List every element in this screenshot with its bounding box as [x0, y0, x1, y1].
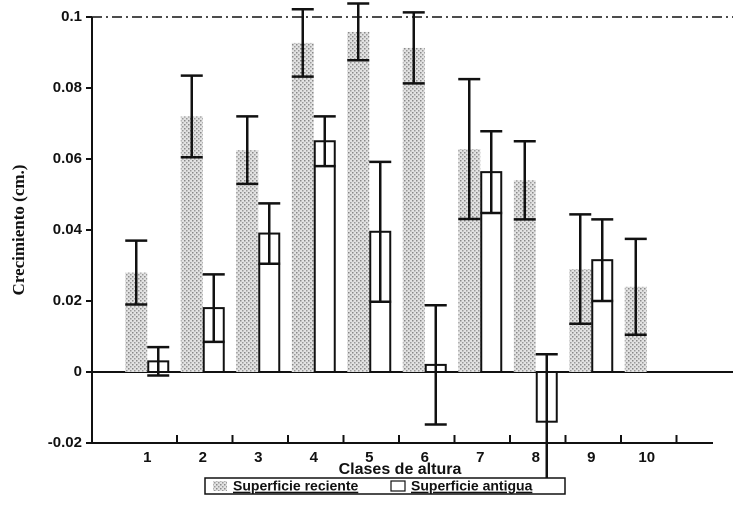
x-tick-label: 8	[532, 449, 540, 466]
bar	[513, 180, 536, 372]
bar	[313, 140, 336, 373]
error-bar	[147, 345, 170, 377]
x-tick-label: 2	[199, 449, 207, 466]
x-tick-label: 7	[476, 449, 484, 466]
y-tick-label: 0.02	[53, 292, 82, 309]
bar	[347, 31, 370, 372]
bar	[236, 150, 259, 372]
legend-label: Superficie reciente	[233, 478, 358, 494]
x-tick-label: 3	[254, 449, 262, 466]
x-tick-label: 9	[587, 449, 595, 466]
legend-label: Superficie antigua	[411, 478, 533, 494]
y-axis-label: Crecimiento (cm.)	[9, 165, 28, 296]
legend-box	[204, 477, 566, 495]
x-tick-label: 1	[143, 449, 151, 466]
bar	[291, 42, 314, 372]
x-tick-label: 10	[638, 449, 655, 466]
error-bar	[347, 2, 370, 62]
error-bar	[313, 115, 336, 168]
error-bar	[424, 304, 447, 426]
error-bar	[624, 237, 647, 336]
bar	[402, 47, 425, 372]
error-bar	[591, 218, 614, 303]
y-tick-label: 0.06	[53, 150, 82, 167]
error-bar	[480, 130, 503, 215]
legend-swatch	[390, 480, 406, 492]
bar	[125, 272, 148, 372]
error-bar	[369, 160, 392, 303]
y-tick-label: 0.08	[53, 79, 82, 96]
error-bar	[202, 273, 225, 344]
y-tick-label: 0	[74, 363, 82, 380]
error-bar	[569, 213, 592, 325]
y-tick-label: 0.04	[53, 221, 83, 238]
x-tick-label: 4	[310, 449, 319, 466]
error-bar	[402, 11, 425, 85]
y-tick-label: 0.1	[61, 8, 82, 25]
x-axis-label: Clases de altura	[339, 461, 462, 478]
error-bar	[258, 202, 281, 265]
legend-swatch	[213, 481, 227, 491]
error-bar	[291, 7, 314, 78]
x-tick-label: 6	[421, 449, 429, 466]
bar	[458, 149, 481, 372]
x-tick-label: 5	[365, 449, 373, 466]
error-bar	[236, 115, 259, 186]
error-bar	[180, 74, 203, 159]
error-bar	[513, 140, 536, 221]
bar	[180, 116, 203, 373]
error-bar	[125, 239, 148, 306]
y-tick-label: -0.02	[48, 434, 82, 451]
error-bar	[458, 77, 481, 221]
